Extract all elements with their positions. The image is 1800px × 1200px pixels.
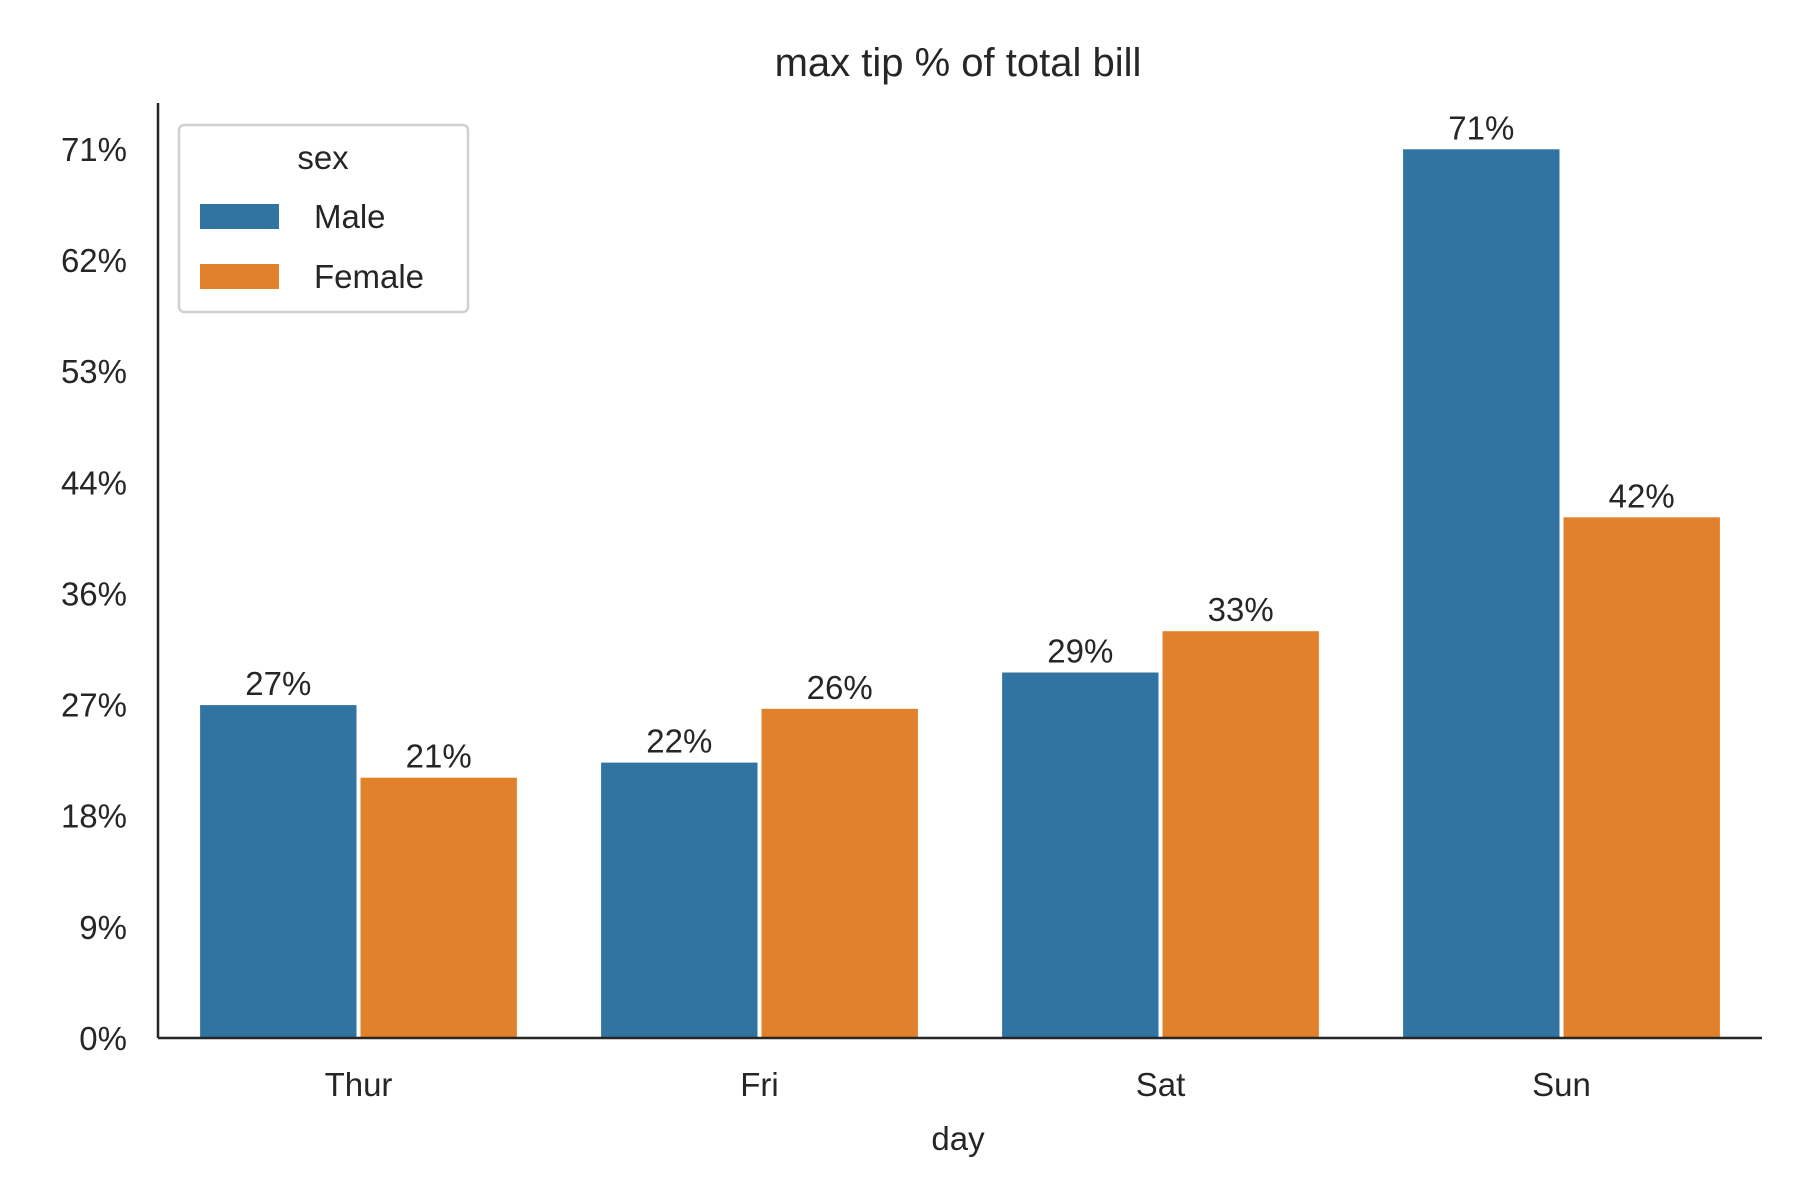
bar-male-sun (1403, 149, 1560, 1039)
y-axis-ticks: 0% 9% 18% 27% 36% 44% 53% 62% 71% (61, 131, 127, 1057)
legend-swatch-female (200, 264, 279, 289)
x-axis-label: day (931, 1120, 985, 1157)
legend-swatch-male (200, 204, 279, 229)
x-axis-ticks: Thur Fri Sat Sun (325, 1066, 1591, 1103)
bar-female-fri (761, 708, 918, 1038)
legend[interactable]: sex Male Female (177, 123, 470, 314)
bar-value-label: 22% (646, 723, 712, 760)
x-tick-label: Sun (1532, 1066, 1591, 1103)
bar-female-sat (1162, 631, 1319, 1038)
y-tick-label: 18% (61, 798, 127, 835)
y-tick-label: 36% (61, 575, 127, 612)
bar-male-fri (601, 762, 758, 1038)
legend-title: sex (297, 139, 349, 176)
y-tick-label: 71% (61, 131, 127, 168)
y-tick-label: 44% (61, 464, 127, 501)
legend-label-male: Male (314, 198, 386, 235)
y-tick-label: 62% (61, 242, 127, 279)
bar-value-label: 42% (1609, 477, 1675, 514)
bar-value-label: 29% (1047, 633, 1113, 670)
bar-male-thur (200, 705, 357, 1038)
bar-female-sun (1563, 517, 1720, 1038)
x-tick-label: Sat (1136, 1066, 1186, 1103)
bar-value-label: 71% (1448, 109, 1514, 146)
y-tick-label: 0% (79, 1020, 127, 1057)
bars-group (200, 149, 1720, 1039)
bar-value-label: 33% (1208, 591, 1274, 628)
x-tick-label: Thur (325, 1066, 393, 1103)
bar-value-label: 21% (406, 738, 472, 775)
y-tick-label: 27% (61, 687, 127, 724)
x-tick-label: Fri (740, 1066, 778, 1103)
bar-female-thur (360, 777, 517, 1038)
chart-title: max tip % of total bill (775, 41, 1142, 85)
legend-items: Male Female (200, 198, 424, 295)
y-tick-label: 53% (61, 353, 127, 390)
bar-value-label: 27% (245, 665, 311, 702)
bar-value-label: 26% (807, 669, 873, 706)
bar-labels-group: 27% 22% 29% 71% 21% 26% 33% 42% (245, 109, 1674, 774)
y-tick-label: 9% (79, 909, 127, 946)
bar-male-sat (1002, 672, 1159, 1038)
legend-label-female: Female (314, 258, 424, 295)
